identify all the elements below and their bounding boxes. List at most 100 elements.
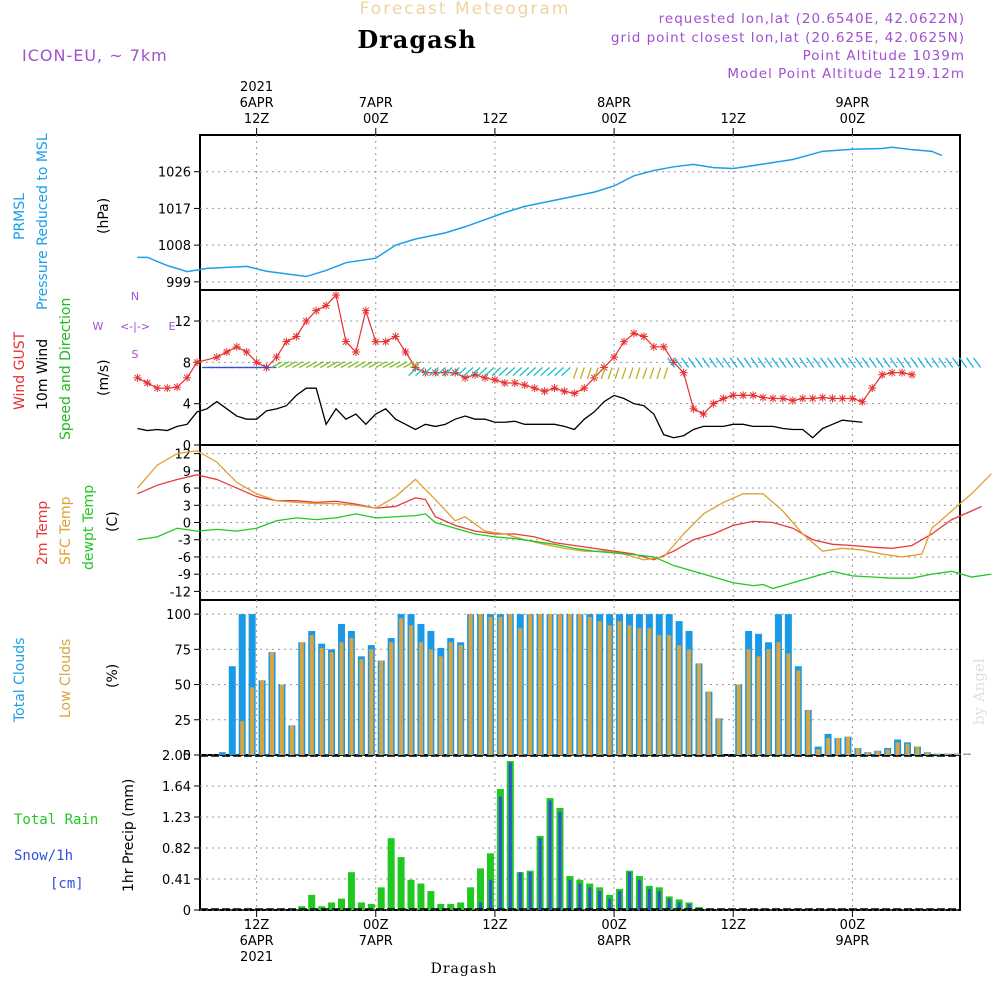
low-cloud-bar	[448, 642, 453, 755]
low-cloud-bar	[399, 618, 404, 755]
low-cloud-bar	[567, 614, 572, 755]
y-tick-label: 0	[183, 517, 191, 532]
tsfc-line	[136, 450, 992, 561]
low-cloud-bar	[657, 635, 662, 755]
gust-marker	[808, 394, 817, 403]
wind-arrow	[561, 367, 571, 377]
gust-label: Wind GUST	[12, 331, 28, 410]
low-cloud-bar	[607, 625, 612, 755]
rain-bar	[357, 902, 365, 910]
low-cloud-bar	[895, 742, 900, 755]
low-cloud-bar	[716, 718, 721, 755]
low-cloud-bar	[706, 691, 711, 755]
top-time-label: 00Z	[840, 112, 866, 127]
wind-arrow	[621, 367, 627, 380]
low-cloud-bar	[667, 635, 672, 755]
forecast-title: Forecast Meteogram	[360, 0, 571, 19]
snow-bar	[488, 879, 492, 910]
wind-arrow	[298, 361, 311, 369]
bottom-time-label: 2021	[240, 950, 273, 965]
bottom-time-label: 9APR	[835, 934, 869, 949]
bottom-time-label: 12Z	[244, 918, 270, 933]
wind-arrow	[368, 361, 380, 369]
wind-arrow	[354, 361, 366, 369]
wind-arrow	[477, 367, 488, 377]
wind-arrow	[931, 357, 940, 368]
wind-arrow	[875, 357, 884, 368]
low-cloud-bar	[260, 680, 265, 755]
y-tick-label: -12	[170, 585, 191, 600]
snow-bar	[667, 898, 671, 910]
low-cloud-bar	[299, 642, 304, 755]
snow-bar	[479, 902, 483, 910]
wind-arrow	[526, 367, 537, 377]
wind-arrow	[729, 357, 738, 368]
wind-arrow	[708, 357, 717, 368]
bottom-time-label: 00Z	[363, 918, 389, 933]
y-tick-label: 2.05	[162, 749, 191, 764]
low-cloud-bar	[269, 652, 274, 755]
gust-marker	[242, 348, 251, 356]
gust-marker	[451, 368, 460, 377]
point-altitude: Point Altitude 1039m	[803, 48, 965, 64]
gust-marker	[520, 381, 529, 390]
y-tick-label: 25	[174, 714, 191, 729]
wind-arrow	[305, 361, 318, 369]
low-cloud-bar	[796, 670, 801, 755]
bottom-time-label: 00Z	[601, 918, 627, 933]
wind-arrow	[375, 361, 387, 369]
gust-marker	[133, 373, 142, 382]
snow-bar	[687, 903, 691, 910]
wind-arrow	[757, 357, 766, 368]
gust-marker	[629, 329, 638, 338]
wind-arrow	[429, 367, 439, 377]
gust-marker	[322, 301, 331, 310]
top-time-label: 00Z	[601, 112, 627, 127]
wind-arrow	[600, 367, 606, 380]
gust-marker	[729, 391, 738, 400]
wind-arrow	[799, 357, 808, 368]
rain-bar	[427, 891, 435, 910]
gust-marker	[540, 387, 549, 396]
wind-arrow	[628, 367, 634, 380]
gust-marker	[888, 368, 897, 377]
panel-0: 999 1008 1017 1026	[158, 134, 961, 291]
snow-bar	[598, 891, 602, 910]
low-cloud-bar	[836, 738, 841, 755]
wind-arrow	[840, 357, 849, 368]
wind-arrow	[938, 357, 947, 368]
gust-marker	[749, 391, 758, 400]
dew-line	[137, 513, 992, 590]
rain-bar	[397, 857, 405, 910]
wind-labels: Wind GUST 10m Wind Speed and Direction (…	[12, 290, 176, 440]
gust-marker	[739, 391, 748, 400]
precip-unit: 1hr Precip (mm)	[121, 779, 137, 892]
wind-arrow	[826, 357, 836, 368]
rain-bar	[387, 838, 395, 910]
wind-arrow	[540, 367, 550, 377]
wind-arrow	[449, 367, 460, 377]
wind-arrow	[792, 357, 801, 368]
low-cloud-bar	[438, 656, 443, 755]
low-cloud-bar	[925, 752, 930, 755]
snow-bar	[558, 811, 562, 910]
gust-marker	[600, 363, 609, 372]
top-time-label: 8APR	[597, 96, 631, 111]
gust-marker	[699, 410, 708, 418]
snow-bar	[528, 872, 532, 910]
low-cloud-bar	[577, 614, 582, 755]
wind-arrow	[456, 367, 467, 377]
wind-arrow	[326, 361, 338, 369]
gust-marker	[371, 337, 380, 346]
top-time-label: 00Z	[363, 112, 389, 127]
wind-arrow	[701, 357, 710, 368]
gust-marker	[858, 397, 867, 406]
low-cloud-bar	[478, 614, 483, 755]
gust-marker	[381, 337, 390, 346]
wind-arrow	[952, 357, 961, 368]
wind-arrow	[663, 367, 669, 380]
rain-bar	[447, 903, 455, 910]
wind-arrow	[292, 361, 304, 369]
gust-marker	[768, 394, 777, 403]
